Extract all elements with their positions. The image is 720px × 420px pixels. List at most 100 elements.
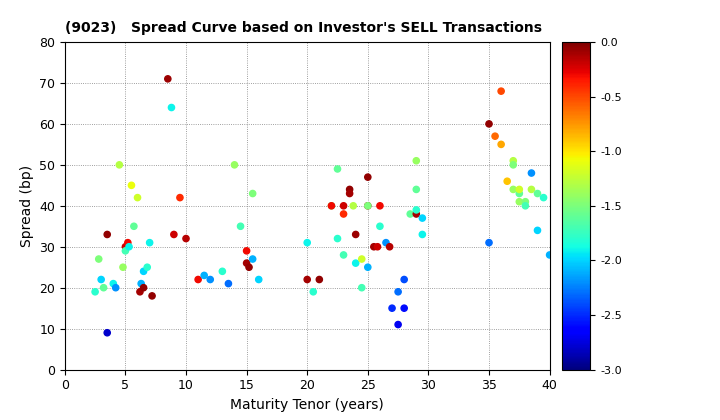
Point — [229, 161, 240, 168]
Point — [362, 202, 374, 209]
Point — [241, 247, 253, 254]
Point — [338, 252, 349, 258]
Point — [417, 231, 428, 238]
Point — [138, 268, 149, 275]
Point — [356, 256, 367, 262]
Point — [380, 239, 392, 246]
Point — [410, 210, 422, 217]
Point — [483, 121, 495, 127]
Point — [405, 210, 416, 217]
Point — [356, 284, 367, 291]
Point — [350, 260, 361, 266]
Point — [374, 223, 386, 230]
Point — [526, 186, 537, 193]
Point — [325, 202, 337, 209]
Point — [513, 198, 525, 205]
Point — [410, 158, 422, 164]
Point — [243, 264, 255, 270]
Point — [122, 239, 134, 246]
Point — [162, 76, 174, 82]
Point — [146, 292, 158, 299]
Point — [338, 202, 349, 209]
Point — [544, 252, 555, 258]
Point — [180, 235, 192, 242]
Point — [241, 260, 253, 266]
Point — [501, 178, 513, 184]
Point — [495, 141, 507, 148]
Point — [362, 174, 374, 181]
Point — [98, 284, 109, 291]
X-axis label: Maturity Tenor (years): Maturity Tenor (years) — [230, 398, 384, 412]
Point — [348, 202, 359, 209]
Point — [325, 202, 337, 209]
Point — [520, 198, 531, 205]
Point — [332, 165, 343, 172]
Point — [526, 170, 537, 176]
Point — [398, 276, 410, 283]
Point — [338, 210, 349, 217]
Point — [350, 231, 361, 238]
Point — [417, 215, 428, 221]
Point — [392, 289, 404, 295]
Point — [508, 158, 519, 164]
Point — [134, 289, 145, 295]
Point — [166, 104, 177, 111]
Point — [120, 247, 131, 254]
Point — [132, 194, 143, 201]
Text: (9023)   Spread Curve based on Investor's SELL Transactions: (9023) Spread Curve based on Investor's … — [65, 21, 541, 35]
Point — [117, 264, 129, 270]
Point — [126, 182, 138, 189]
Point — [89, 289, 101, 295]
Point — [192, 276, 204, 283]
Point — [513, 190, 525, 197]
Point — [532, 190, 544, 197]
Point — [410, 186, 422, 193]
Point — [332, 235, 343, 242]
Point — [114, 161, 125, 168]
Point — [107, 280, 119, 287]
Point — [398, 305, 410, 312]
Point — [135, 280, 147, 287]
Point — [372, 243, 383, 250]
Point — [93, 256, 104, 262]
Point — [508, 161, 519, 168]
Point — [138, 284, 149, 291]
Point — [110, 284, 122, 291]
Point — [120, 243, 131, 250]
Point — [490, 133, 501, 139]
Point — [217, 268, 228, 275]
Point — [128, 223, 140, 230]
Point — [538, 194, 549, 201]
Point — [314, 276, 325, 283]
Point — [520, 202, 531, 209]
Point — [235, 223, 246, 230]
Point — [495, 88, 507, 94]
Point — [96, 276, 107, 283]
Point — [247, 256, 258, 262]
Point — [362, 264, 374, 270]
Point — [532, 227, 544, 234]
Point — [410, 207, 422, 213]
Point — [374, 202, 386, 209]
Point — [368, 243, 379, 250]
Point — [384, 243, 395, 250]
Point — [168, 231, 180, 238]
Point — [144, 239, 156, 246]
Point — [508, 186, 519, 193]
Point — [222, 280, 234, 287]
Point — [204, 276, 216, 283]
Point — [174, 194, 186, 201]
Point — [307, 289, 319, 295]
Point — [344, 190, 356, 197]
Y-axis label: Spread (bp): Spread (bp) — [19, 165, 34, 247]
Point — [344, 186, 356, 193]
Point — [102, 231, 113, 238]
Point — [253, 276, 264, 283]
Point — [483, 239, 495, 246]
Point — [513, 186, 525, 193]
Point — [302, 239, 313, 246]
Point — [123, 243, 135, 250]
Point — [199, 272, 210, 279]
Point — [247, 190, 258, 197]
Point — [362, 202, 374, 209]
